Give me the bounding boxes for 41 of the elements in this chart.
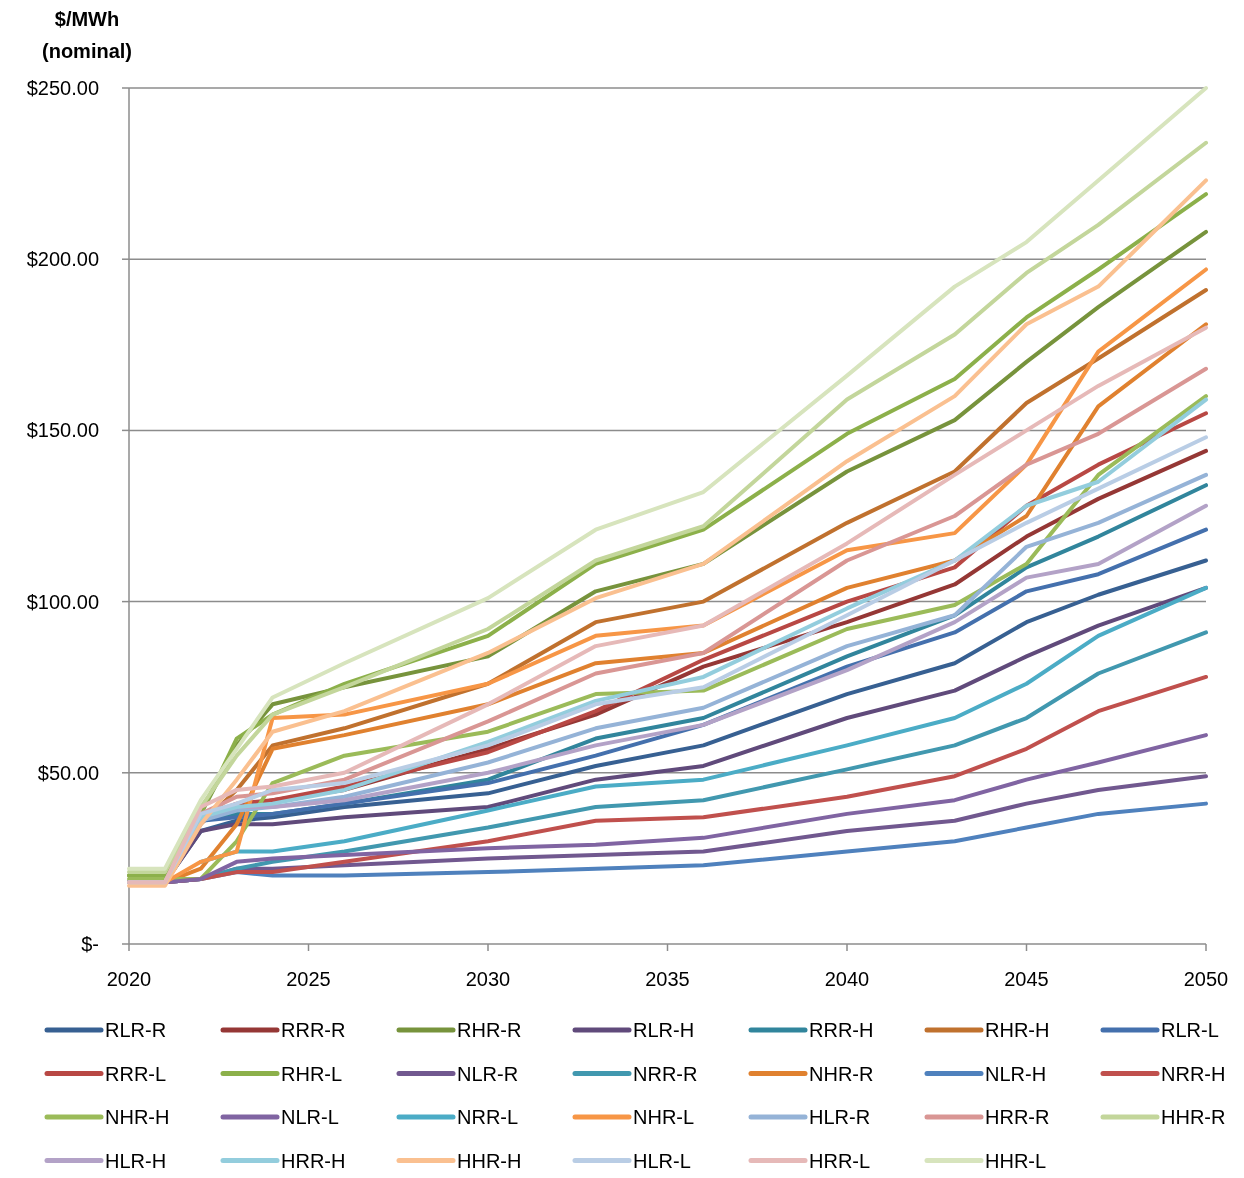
y-tick-label: $100.00 [26,590,99,613]
legend-label: NLR-L [281,1106,339,1128]
legend-label: HHR-H [457,1149,522,1172]
legend-label: NRR-R [633,1062,698,1085]
legend-label: NHR-H [105,1106,170,1128]
legend-label: NLR-H [985,1062,1047,1085]
x-tick-label: 2035 [645,968,690,990]
legend-label: NLR-R [457,1062,519,1085]
legend-label: NRR-H [1161,1062,1226,1085]
legend-label: NHR-R [809,1062,874,1085]
legend-label: HLR-H [105,1149,167,1172]
y-tick-label: $200.00 [26,248,99,271]
legend-label: RRR-L [105,1062,167,1085]
legend-label: HRR-L [809,1149,871,1172]
legend-label: RLR-L [1161,1019,1219,1041]
legend-label: NHR-L [633,1106,695,1128]
legend-label: HRR-R [985,1106,1050,1128]
legend-label: RLR-R [105,1019,167,1041]
x-tick-label: 2050 [1183,968,1229,990]
y-tick-label: $250.00 [26,77,99,99]
legend-label: HHR-L [985,1149,1047,1172]
y-tick-label: $150.00 [26,419,99,442]
legend-label: RHR-L [281,1062,343,1085]
legend-label: RLR-H [633,1019,695,1041]
x-tick-label: 2040 [824,968,870,990]
legend-label: RRR-R [281,1019,346,1041]
x-tick-label: 2020 [106,968,152,990]
legend-label: HLR-L [633,1149,691,1172]
legend-label: NRR-L [457,1106,519,1128]
x-tick-label: 2045 [1004,968,1049,990]
legend-label: RHR-R [457,1019,522,1041]
legend-label: RHR-H [985,1019,1050,1041]
y-tick-label: $- [81,933,99,955]
y-tick-label: $50.00 [37,761,99,784]
legend-label: HHR-R [1161,1106,1226,1128]
y-axis-title: $/MWh (nominal) [42,8,132,62]
x-tick-label: 2025 [286,968,331,990]
legend-label: RRR-H [809,1019,874,1041]
legend-label: HLR-R [809,1106,871,1128]
x-tick-label: 2030 [465,968,511,990]
legend-label: HRR-H [281,1149,346,1172]
